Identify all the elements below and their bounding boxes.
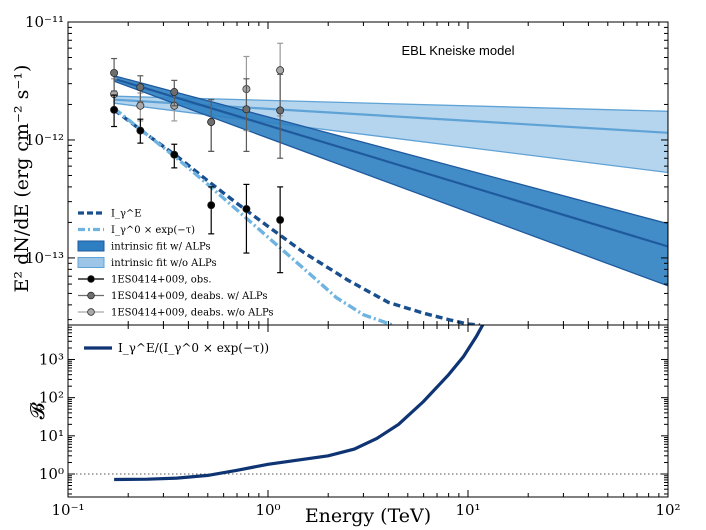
point-5: [170, 88, 179, 96]
legend-label: intrinsic fit w/ ALPs: [111, 242, 211, 253]
bottom-plot-area: [68, 325, 668, 482]
point-5: [136, 83, 145, 92]
point-4: [242, 205, 251, 213]
y-axis-label-top: E² dN/dE (erg cm⁻² s⁻¹): [11, 65, 33, 293]
y-tick-label-bottom: 10⁰: [39, 465, 64, 483]
y-tick-label-bottom: 10²: [39, 389, 64, 407]
point-4: [207, 201, 216, 210]
legend-marker-band: [77, 257, 105, 268]
legend-label: 1ES0414+009, deabs. w/ ALPs: [111, 291, 268, 302]
legend-marker-point: [87, 308, 95, 316]
axes-frame: [67, 21, 669, 498]
legend-bottom-label: I_γ^E/(I_γ^0 × exp(−τ)): [118, 341, 269, 355]
point-6: [136, 101, 145, 110]
legend-label: 1ES0414+009, obs.: [111, 275, 212, 286]
y-axis-label-bottom: 𝓑: [27, 401, 49, 419]
top-panel: [110, 42, 668, 325]
point-5: [110, 68, 119, 77]
curve-absorbed: [113, 107, 394, 325]
y-tick-label-top: 10⁻¹¹: [25, 13, 64, 31]
point-4: [170, 150, 179, 159]
point-6: [276, 66, 285, 75]
y-tick-label-top: 10⁻¹²: [25, 131, 64, 149]
x-tick-label: 10⁰: [255, 501, 280, 519]
top-plot-area: [110, 42, 668, 325]
legend-marker-point: [87, 291, 95, 300]
legend-label: 1ES0414+009, deabs. w/o ALPs: [111, 308, 274, 319]
y-tick-label-bottom: 10³: [39, 350, 64, 368]
point-5: [242, 105, 251, 114]
curve-ratio: [114, 325, 485, 482]
x-tick-label: 10¹: [455, 501, 480, 519]
legend-label: I_γ^0 × exp(−τ): [111, 225, 195, 236]
model-annotation: EBL Kneiske model: [402, 43, 515, 58]
fit-line-2: [113, 77, 668, 248]
x-axis-label: Energy (TeV): [305, 505, 431, 527]
legend-top: I_γ^E I_γ^0 × exp(−τ) intrinsic fit w/ ALP…: [77, 209, 274, 319]
legend-marker-point: [87, 275, 95, 283]
bottom-panel: [68, 325, 668, 482]
y-tick-label-top: 10⁻¹³: [25, 249, 64, 267]
point-4: [136, 126, 145, 135]
x-tick-label: 10²: [655, 501, 680, 519]
legend-label: I_γ^E: [111, 209, 142, 220]
y-tick-label-bottom: 10¹: [39, 427, 64, 445]
legend-label: intrinsic fit w/o ALPs: [111, 258, 217, 269]
point-5: [207, 118, 216, 126]
point-4: [110, 105, 119, 114]
point-4: [276, 215, 285, 224]
point-5: [276, 106, 285, 115]
x-tick-label: 10⁻¹: [51, 501, 84, 519]
legend-marker-band: [77, 240, 105, 252]
